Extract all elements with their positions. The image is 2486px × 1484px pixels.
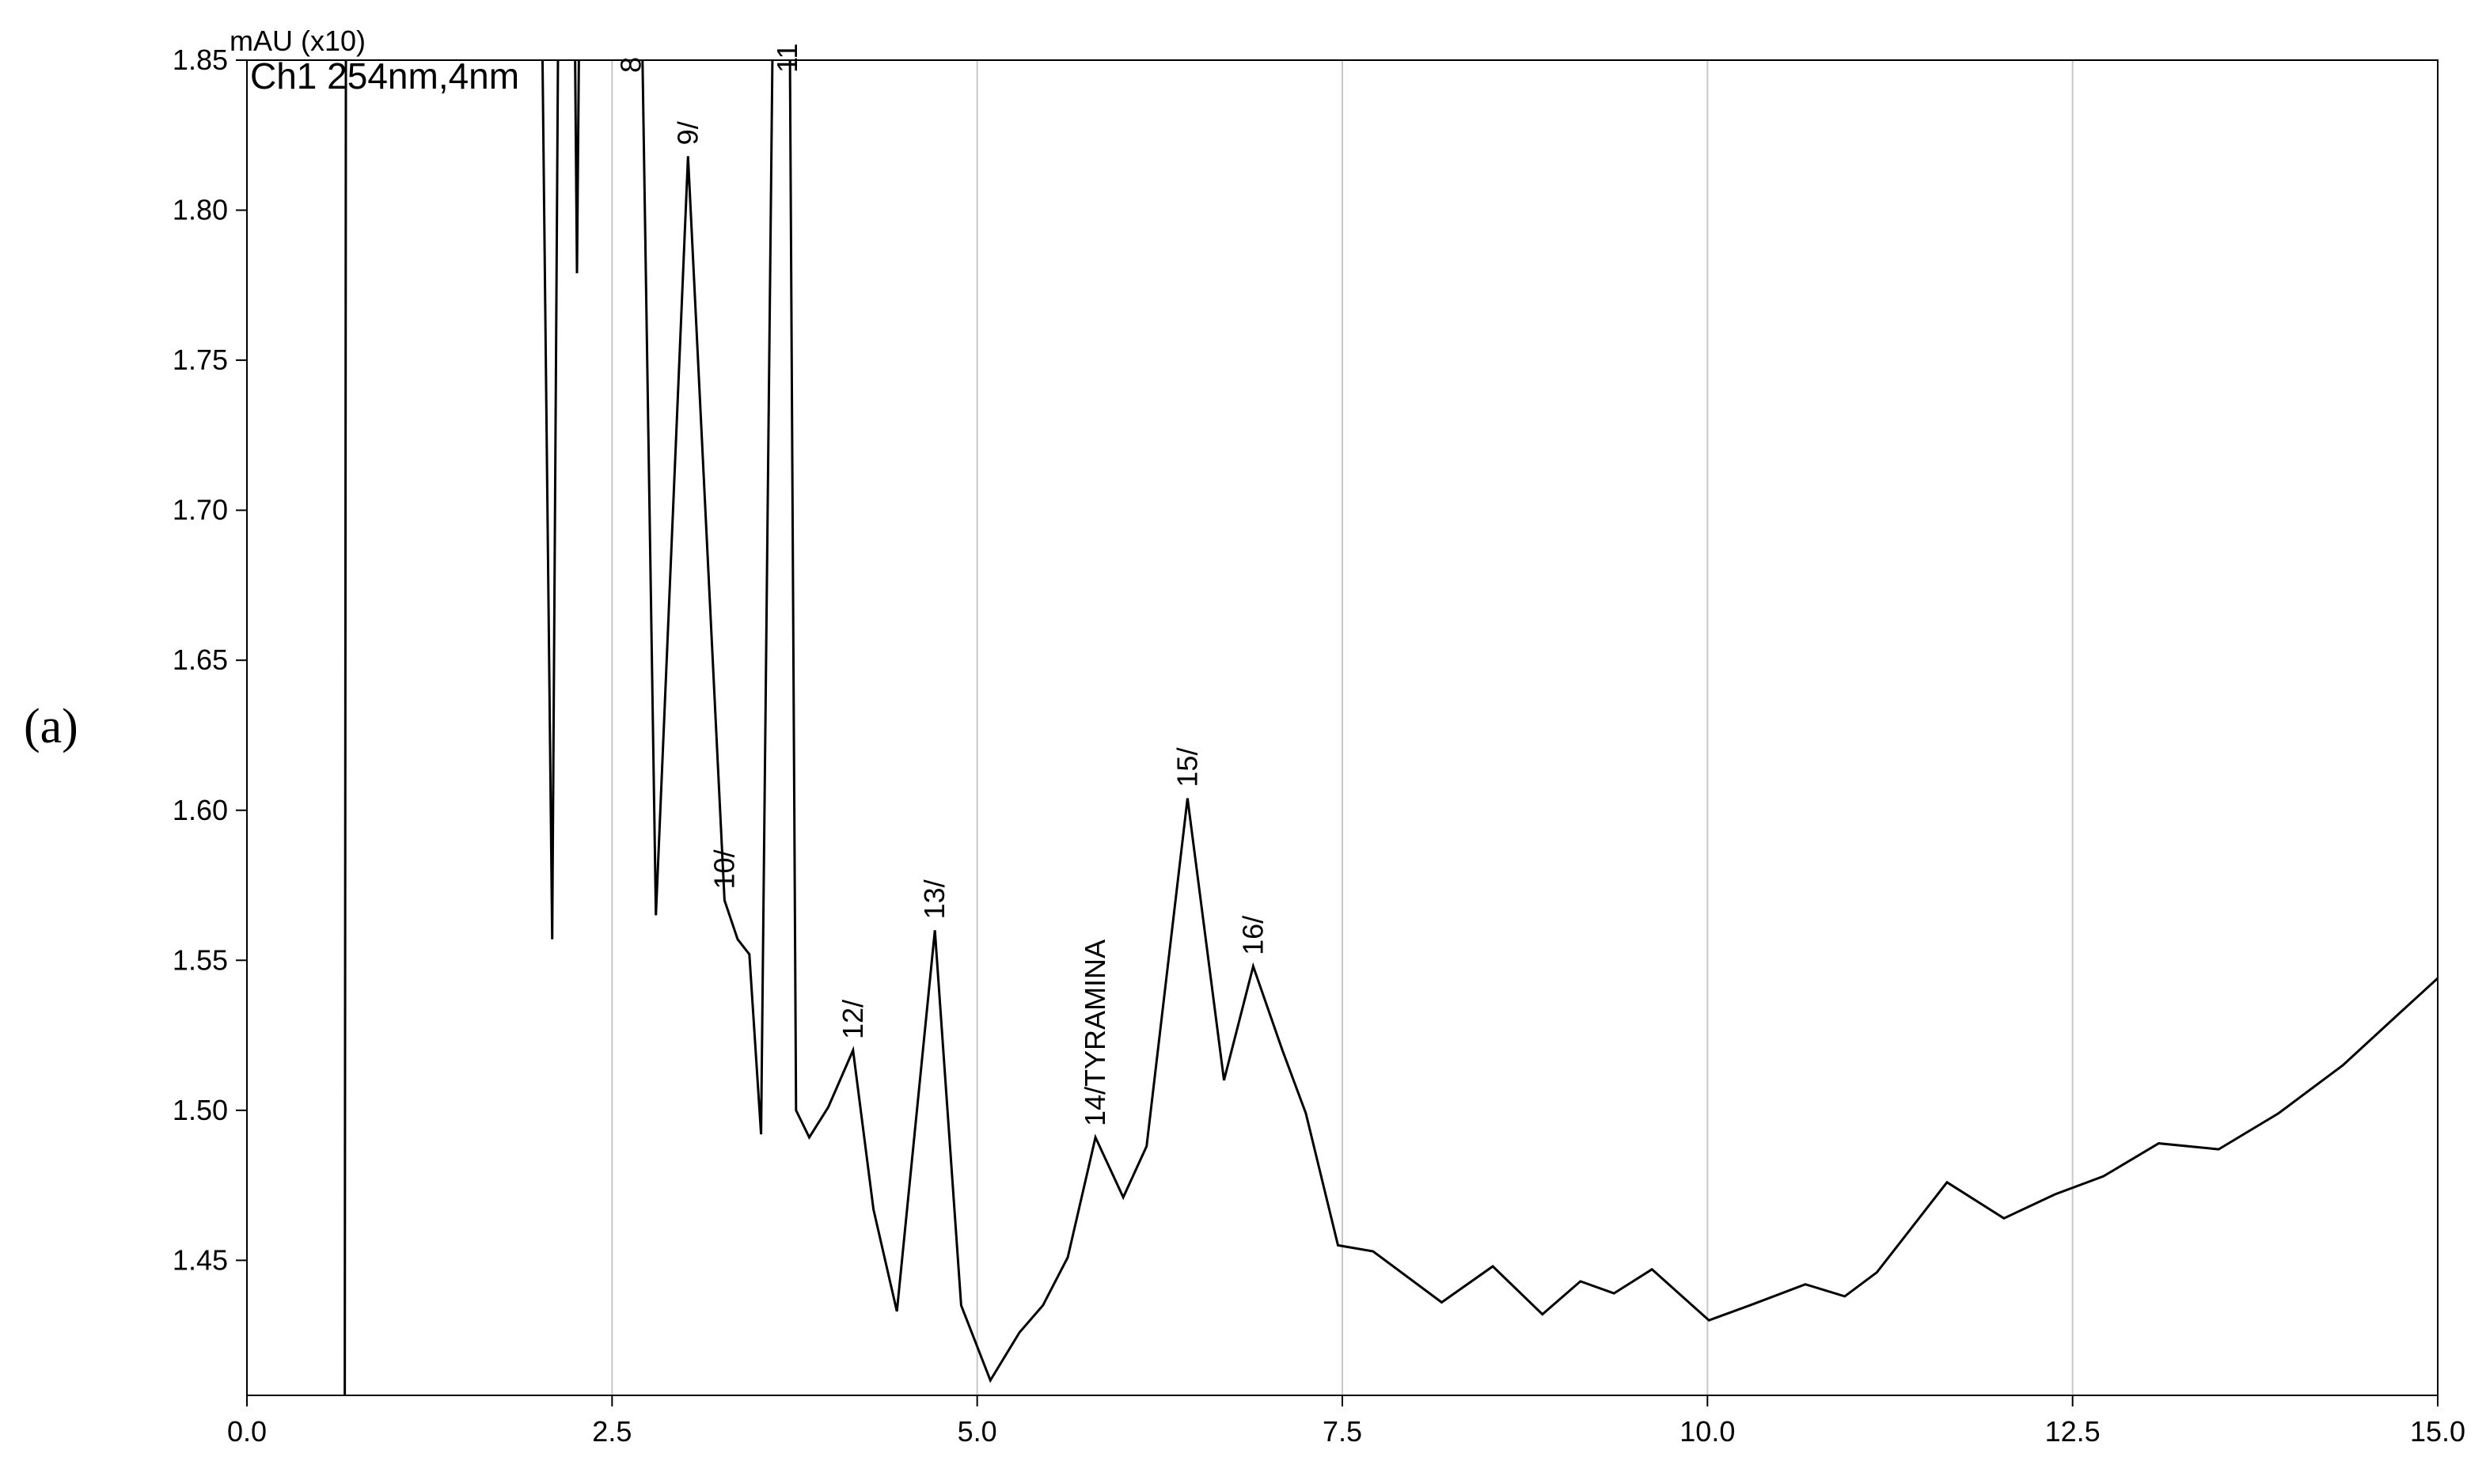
y-tick-label: 1.45: [173, 1243, 228, 1276]
x-tick-label: 15.0: [2410, 1415, 2465, 1448]
peak-label: 14/TYRAMINA: [1079, 939, 1111, 1126]
plot-frame: [246, 59, 2439, 1396]
y-axis-label: mAU (x10): [230, 25, 366, 57]
x-tick-label: 5.0: [958, 1415, 997, 1448]
x-tick-label: 0.0: [227, 1415, 267, 1448]
x-tick-label: 7.5: [1323, 1415, 1362, 1448]
y-tick-label: 1.85: [173, 44, 228, 76]
panel-label: (a): [24, 700, 78, 753]
peak-label: 13/: [918, 879, 951, 919]
channel-label: Ch1 254nm,4nm: [250, 55, 519, 97]
peak-label: 10/: [708, 849, 740, 889]
peak-label: 16/: [1236, 916, 1269, 955]
y-tick-label: 1.65: [173, 643, 228, 676]
y-tick-label: 1.80: [173, 194, 228, 226]
peak-label: 8: [614, 57, 647, 73]
peak-label: 15/: [1171, 748, 1203, 788]
peak-label: 11: [771, 44, 803, 73]
peak-label: 9/: [671, 121, 704, 145]
x-tick-label: 12.5: [2045, 1415, 2101, 1448]
y-tick-label: 1.50: [173, 1094, 228, 1126]
x-tick-label: 2.5: [592, 1415, 632, 1448]
x-tick-label: 10.0: [1679, 1415, 1735, 1448]
peak-label: 12/: [837, 1000, 869, 1039]
y-tick-label: 1.70: [173, 494, 228, 526]
y-tick-label: 1.75: [173, 343, 228, 376]
trace: [343, 60, 2438, 1395]
y-tick-label: 1.60: [173, 794, 228, 826]
y-tick-label: 1.55: [173, 943, 228, 976]
